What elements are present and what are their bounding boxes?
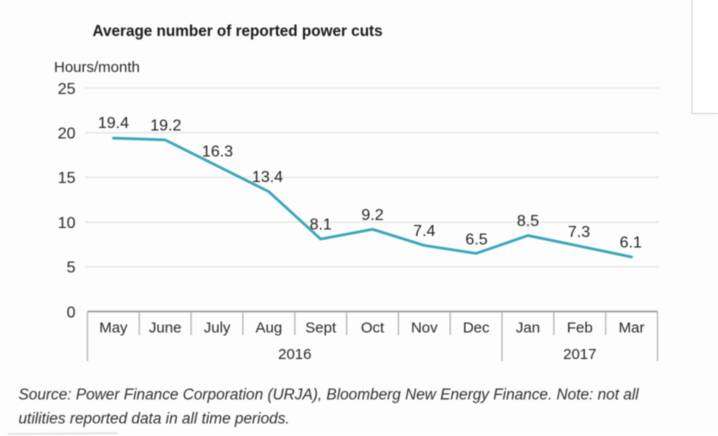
- svg-text:Dec: Dec: [463, 319, 490, 336]
- svg-text:Nov: Nov: [411, 319, 438, 336]
- svg-text:2017: 2017: [563, 346, 596, 363]
- svg-text:8.1: 8.1: [310, 217, 332, 234]
- svg-text:15: 15: [58, 170, 76, 187]
- svg-text:Sept: Sept: [305, 319, 337, 336]
- svg-text:Feb: Feb: [567, 319, 593, 336]
- svg-text:6.5: 6.5: [465, 232, 487, 249]
- svg-text:10: 10: [58, 215, 76, 232]
- svg-text:Aug: Aug: [256, 319, 283, 336]
- svg-text:16.3: 16.3: [202, 143, 233, 160]
- svg-text:Hours/month: Hours/month: [54, 59, 140, 76]
- svg-text:May: May: [99, 319, 128, 336]
- svg-text:6.1: 6.1: [620, 235, 642, 252]
- svg-text:June: June: [149, 319, 182, 336]
- svg-text:Oct: Oct: [361, 319, 385, 336]
- svg-text:July: July: [204, 319, 231, 336]
- svg-text:25: 25: [58, 81, 76, 98]
- svg-text:Average number of reported pow: Average number of reported power cuts: [93, 23, 383, 40]
- svg-text:19.2: 19.2: [150, 118, 181, 135]
- svg-text:9.2: 9.2: [361, 207, 383, 224]
- svg-text:8.5: 8.5: [517, 213, 539, 230]
- svg-text:utilities reported data in all: utilities reported data in all time peri…: [19, 411, 290, 428]
- svg-text:13.4: 13.4: [252, 169, 283, 186]
- svg-text:Jan: Jan: [516, 319, 540, 336]
- svg-text:Mar: Mar: [619, 319, 645, 336]
- svg-text:7.4: 7.4: [413, 223, 435, 240]
- svg-text:0: 0: [67, 304, 76, 321]
- svg-text:7.3: 7.3: [568, 224, 590, 241]
- svg-text:20: 20: [58, 126, 76, 143]
- svg-text:Source: Power Finance Corporat: Source: Power Finance Corporation (URJA)…: [19, 387, 640, 404]
- svg-text:5: 5: [67, 260, 76, 277]
- svg-text:2016: 2016: [278, 346, 311, 363]
- svg-text:19.4: 19.4: [98, 115, 129, 132]
